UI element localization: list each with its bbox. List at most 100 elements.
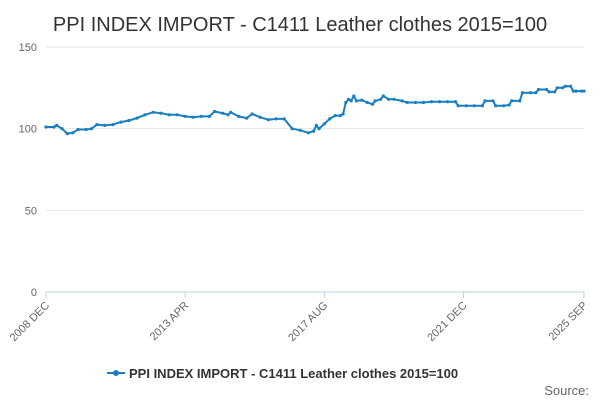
- data-point[interactable]: [400, 99, 404, 103]
- data-point[interactable]: [314, 123, 318, 127]
- data-point[interactable]: [183, 114, 187, 118]
- data-point[interactable]: [60, 127, 64, 131]
- data-point[interactable]: [507, 103, 511, 107]
- data-point[interactable]: [379, 97, 383, 101]
- data-point[interactable]: [437, 100, 442, 104]
- data-point[interactable]: [480, 104, 484, 108]
- data-point[interactable]: [226, 113, 230, 117]
- y-tick-label: 150: [19, 42, 37, 54]
- data-point[interactable]: [346, 97, 351, 101]
- data-point[interactable]: [464, 104, 468, 108]
- data-point[interactable]: [143, 113, 147, 117]
- data-point[interactable]: [167, 113, 171, 117]
- data-point[interactable]: [373, 99, 377, 103]
- data-point[interactable]: [266, 118, 270, 122]
- data-point[interactable]: [221, 111, 225, 115]
- data-point[interactable]: [352, 94, 356, 98]
- data-point[interactable]: [536, 87, 541, 92]
- data-point[interactable]: [421, 100, 425, 105]
- data-point[interactable]: [237, 114, 241, 118]
- data-point[interactable]: [472, 104, 476, 108]
- data-point[interactable]: [569, 84, 573, 88]
- data-point[interactable]: [370, 102, 375, 106]
- data-point[interactable]: [563, 84, 567, 88]
- data-point[interactable]: [71, 131, 75, 135]
- data-point[interactable]: [453, 100, 458, 104]
- data-point[interactable]: [381, 94, 385, 98]
- data-point[interactable]: [95, 123, 99, 127]
- data-point[interactable]: [341, 112, 345, 116]
- data-point[interactable]: [76, 127, 80, 132]
- data-point[interactable]: [298, 128, 302, 132]
- data-point[interactable]: [520, 91, 525, 95]
- data-point[interactable]: [55, 123, 59, 127]
- data-point[interactable]: [84, 127, 88, 132]
- data-point[interactable]: [528, 91, 533, 95]
- data-point[interactable]: [405, 100, 409, 105]
- data-point[interactable]: [103, 123, 107, 127]
- data-point[interactable]: [127, 118, 131, 123]
- data-point[interactable]: [547, 90, 551, 94]
- data-point[interactable]: [354, 99, 359, 103]
- data-point[interactable]: [250, 112, 254, 116]
- data-point[interactable]: [365, 100, 369, 105]
- data-point[interactable]: [349, 99, 353, 103]
- data-point[interactable]: [159, 111, 163, 115]
- data-point[interactable]: [555, 86, 559, 90]
- data-point[interactable]: [151, 110, 155, 114]
- data-point[interactable]: [119, 120, 123, 124]
- data-point[interactable]: [445, 100, 450, 104]
- data-point[interactable]: [483, 99, 487, 103]
- data-point[interactable]: [491, 99, 495, 103]
- data-point[interactable]: [360, 98, 364, 102]
- data-point[interactable]: [290, 127, 294, 131]
- data-point[interactable]: [89, 127, 94, 131]
- data-point[interactable]: [494, 104, 498, 108]
- data-point[interactable]: [65, 132, 69, 136]
- data-point[interactable]: [229, 110, 233, 114]
- data-point[interactable]: [207, 114, 211, 118]
- data-point[interactable]: [582, 89, 586, 93]
- data-point[interactable]: [213, 109, 217, 114]
- data-point[interactable]: [571, 89, 575, 93]
- legend[interactable]: PPI INDEX IMPORT - C1411 Leather clothes…: [107, 366, 458, 381]
- data-point[interactable]: [344, 100, 348, 105]
- data-point[interactable]: [191, 115, 195, 119]
- x-tick-label: 2021 DEC: [425, 300, 469, 344]
- data-point[interactable]: [456, 104, 460, 108]
- data-point[interactable]: [333, 114, 337, 118]
- data-point[interactable]: [579, 89, 583, 93]
- data-point[interactable]: [245, 116, 249, 120]
- data-point[interactable]: [322, 122, 326, 126]
- data-point[interactable]: [258, 115, 262, 119]
- data-point[interactable]: [52, 125, 56, 129]
- data-point[interactable]: [553, 90, 557, 94]
- data-point[interactable]: [574, 89, 578, 93]
- x-tick-label: 2025 SEP: [547, 300, 591, 344]
- data-point[interactable]: [274, 117, 278, 121]
- y-tick-label: 50: [25, 205, 37, 217]
- data-point[interactable]: [199, 114, 203, 118]
- legend-label: PPI INDEX IMPORT - C1411 Leather clothes…: [129, 366, 458, 381]
- data-point[interactable]: [328, 117, 332, 121]
- data-point[interactable]: [534, 91, 538, 95]
- data-point[interactable]: [338, 114, 342, 118]
- data-point[interactable]: [413, 100, 417, 105]
- data-point[interactable]: [392, 97, 396, 101]
- data-point[interactable]: [429, 100, 433, 104]
- data-point[interactable]: [135, 116, 139, 120]
- data-point[interactable]: [111, 123, 115, 127]
- data-point[interactable]: [518, 99, 522, 103]
- data-point[interactable]: [387, 97, 391, 101]
- data-point[interactable]: [312, 129, 316, 133]
- data-point[interactable]: [510, 99, 514, 103]
- data-point[interactable]: [175, 113, 179, 117]
- data-point[interactable]: [44, 125, 48, 129]
- data-point[interactable]: [561, 86, 565, 90]
- data-point[interactable]: [502, 104, 506, 108]
- data-point[interactable]: [306, 131, 310, 135]
- data-point[interactable]: [544, 87, 549, 92]
- data-point[interactable]: [317, 127, 321, 131]
- data-point[interactable]: [282, 117, 286, 121]
